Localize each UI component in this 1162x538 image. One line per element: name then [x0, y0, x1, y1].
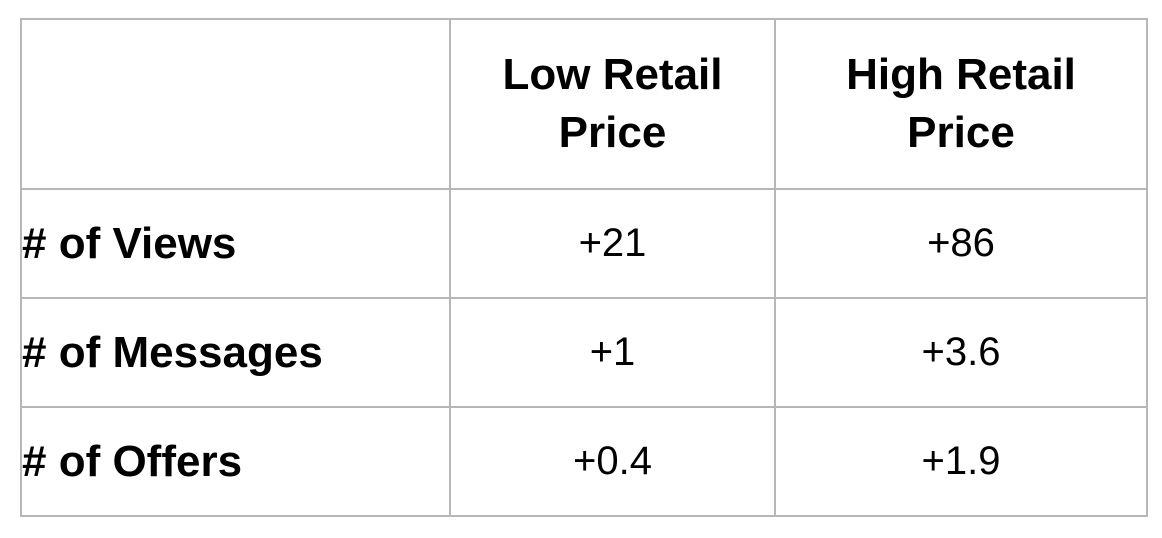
row-header-offers: # of Offers [20, 406, 451, 517]
column-header-high-retail-price: High Retail Price [774, 18, 1148, 190]
cell-views-low: +21 [449, 188, 776, 299]
cell-offers-low: +0.4 [449, 406, 776, 517]
table-row-messages: # of Messages +1 +3.6 [20, 297, 1148, 408]
corner-cell [20, 18, 451, 190]
column-header-low-retail-price: Low Retail Price [449, 18, 776, 190]
table-row-offers: # of Offers +0.4 +1.9 [20, 406, 1148, 517]
cell-views-high: +86 [774, 188, 1148, 299]
header-row: Low Retail Price High Retail Price [20, 18, 1148, 190]
column-header-label: Low Retail Price [502, 50, 723, 157]
row-header-messages: # of Messages [20, 297, 451, 408]
cell-messages-high: +3.6 [774, 297, 1148, 408]
column-header-label: High Retail Price [846, 50, 1076, 157]
comparison-table: Low Retail Price High Retail Price # of … [20, 18, 1148, 517]
cell-offers-high: +1.9 [774, 406, 1148, 517]
table-row-views: # of Views +21 +86 [20, 188, 1148, 299]
row-header-views: # of Views [20, 188, 451, 299]
cell-messages-low: +1 [449, 297, 776, 408]
